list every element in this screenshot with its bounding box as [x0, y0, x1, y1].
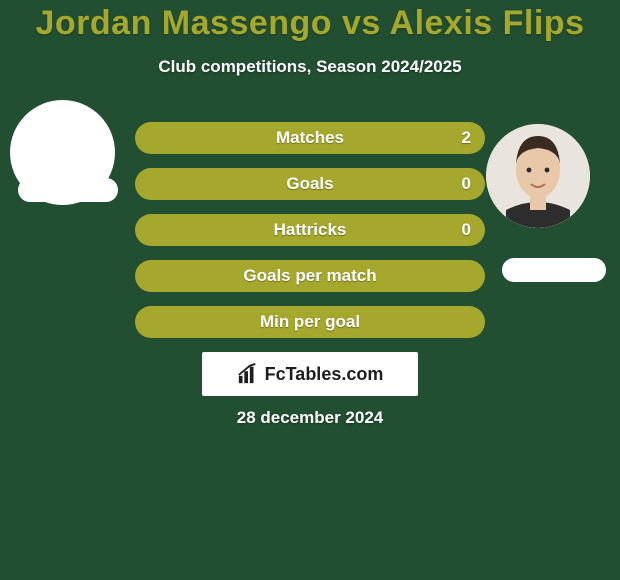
player-left-chip	[18, 178, 118, 202]
stat-label: Goals	[286, 174, 333, 194]
branding-text: FcTables.com	[265, 364, 384, 385]
stat-value-right: 0	[462, 168, 471, 200]
stat-label: Goals per match	[243, 266, 376, 286]
face-placeholder-icon	[486, 124, 590, 228]
stat-label: Matches	[276, 128, 344, 148]
stat-label: Hattricks	[274, 220, 347, 240]
branding-box: FcTables.com	[202, 352, 418, 396]
player-right-chip	[502, 258, 606, 282]
stat-row: Goals 0	[135, 168, 485, 200]
page-title: Jordan Massengo vs Alexis Flips	[0, 0, 620, 43]
date-stamp: 28 december 2024	[0, 408, 620, 428]
subtitle: Club competitions, Season 2024/2025	[0, 57, 620, 77]
stats-comparison: Matches 2 Goals 0 Hattricks 0 Goals per match M…	[135, 122, 485, 352]
player-right-avatar	[486, 124, 590, 228]
stat-row: Hattricks 0	[135, 214, 485, 246]
stat-label: Min per goal	[260, 312, 360, 332]
stat-value-right: 0	[462, 214, 471, 246]
stat-row: Min per goal	[135, 306, 485, 338]
stat-row: Matches 2	[135, 122, 485, 154]
stat-row: Goals per match	[135, 260, 485, 292]
bars-logo-icon	[237, 363, 259, 385]
stat-value-right: 2	[462, 122, 471, 154]
